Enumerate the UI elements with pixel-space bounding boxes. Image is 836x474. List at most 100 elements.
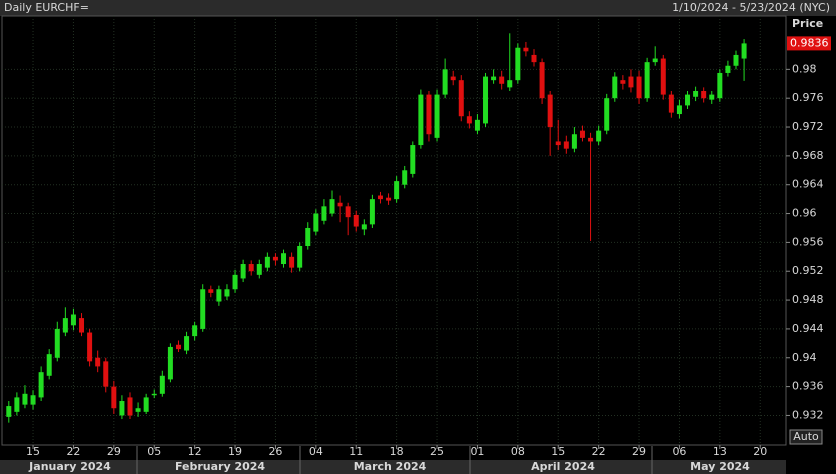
candle-body [466,116,472,124]
candle-body [200,289,206,329]
candle-body [499,76,505,84]
x-tick-label: 15 [551,445,565,458]
candle-body [547,94,553,128]
candle-body [571,134,577,149]
candle-body [297,246,303,268]
candle-body [644,62,650,99]
candle-body [62,318,68,333]
month-label: April 2024 [531,460,595,473]
chart-subtitle: 1/10/2024 - 5/23/2024 (NYC) [672,1,830,14]
candle-body [119,401,125,416]
candle-body [620,80,626,84]
x-tick-label: 29 [107,445,121,458]
x-tick-label: 29 [632,445,646,458]
y-tick-label: 0.96 [792,207,817,220]
x-tick-label: 04 [309,445,323,458]
y-tick-label: 0.972 [792,120,824,133]
y-tick-label: 0.964 [792,178,824,191]
candle-body [523,47,529,52]
candle-body [701,90,707,99]
candle-body [6,406,12,417]
candle-body [693,90,699,97]
x-tick-label: 22 [592,445,606,458]
candle-body [281,253,287,265]
candle-body [321,206,327,221]
candle-body [264,256,270,268]
x-tick-label: 06 [672,445,686,458]
x-tick-label: 08 [511,445,525,458]
candle-body [426,94,432,135]
candle-body [394,181,400,200]
candle-body [46,354,52,376]
candle-body [143,397,149,412]
candle-body [329,199,335,214]
month-label: March 2024 [354,460,427,473]
y-tick-label: 0.936 [792,380,824,393]
candle-body [192,325,198,337]
candle-body [232,274,238,290]
x-tick-label: 18 [390,445,404,458]
candle-body [159,375,165,394]
candle-body [175,344,181,350]
x-tick-label: 22 [66,445,80,458]
candle-body [450,76,456,81]
candle-body [628,76,634,88]
candle-body [337,202,343,207]
candle-body [353,214,359,227]
candle-body [483,76,489,124]
candle-body [474,119,480,131]
month-bar [0,460,786,474]
y-tick-label: 0.968 [792,149,824,162]
y-tick-label: 0.94 [792,351,817,364]
candle-body [733,54,739,66]
candle-body [442,69,448,95]
candle-body [531,54,537,63]
candle-body [604,98,610,131]
candle-body [208,289,214,293]
candle-body [313,213,319,232]
candle-body [434,94,440,138]
candle-body [14,397,20,412]
header-bar [0,0,836,16]
candle-body [386,197,392,201]
candle-body [515,47,521,81]
scale-button[interactable] [789,429,823,445]
y-tick-label: 0.948 [792,293,824,306]
candle-body [612,76,618,99]
candle-body [418,94,424,146]
candle-body [248,264,254,272]
candle-body [507,80,513,88]
month-label: May 2024 [690,460,750,473]
candle-body [685,94,691,106]
candle-body [135,408,141,412]
x-tick-label: 26 [268,445,282,458]
x-tick-label: 13 [713,445,727,458]
y-tick-label: 0.976 [792,91,824,104]
candle-body [563,141,569,149]
candle-body [111,386,117,409]
candle-body [725,65,731,73]
y-tick-label: 0.98 [792,62,817,75]
plot-frame [1,15,787,446]
scale-mode[interactable]: Auto [793,430,819,443]
candle-body [555,141,561,146]
candle-body [636,76,642,99]
x-tick-label: 05 [147,445,161,458]
candle-body [717,72,723,99]
candle-body [216,289,222,302]
candle-body [289,256,295,268]
x-tick-label: 11 [349,445,363,458]
candle-body [30,395,36,405]
candle-body [741,43,747,59]
candle-body [79,318,85,333]
candle-body [305,227,311,247]
candle-body [345,206,351,218]
candle-body [402,170,408,185]
candle-body [458,80,464,117]
candle-body [369,199,375,225]
candle-body [54,328,60,358]
candle-body [184,336,190,351]
x-tick-label: 12 [188,445,202,458]
